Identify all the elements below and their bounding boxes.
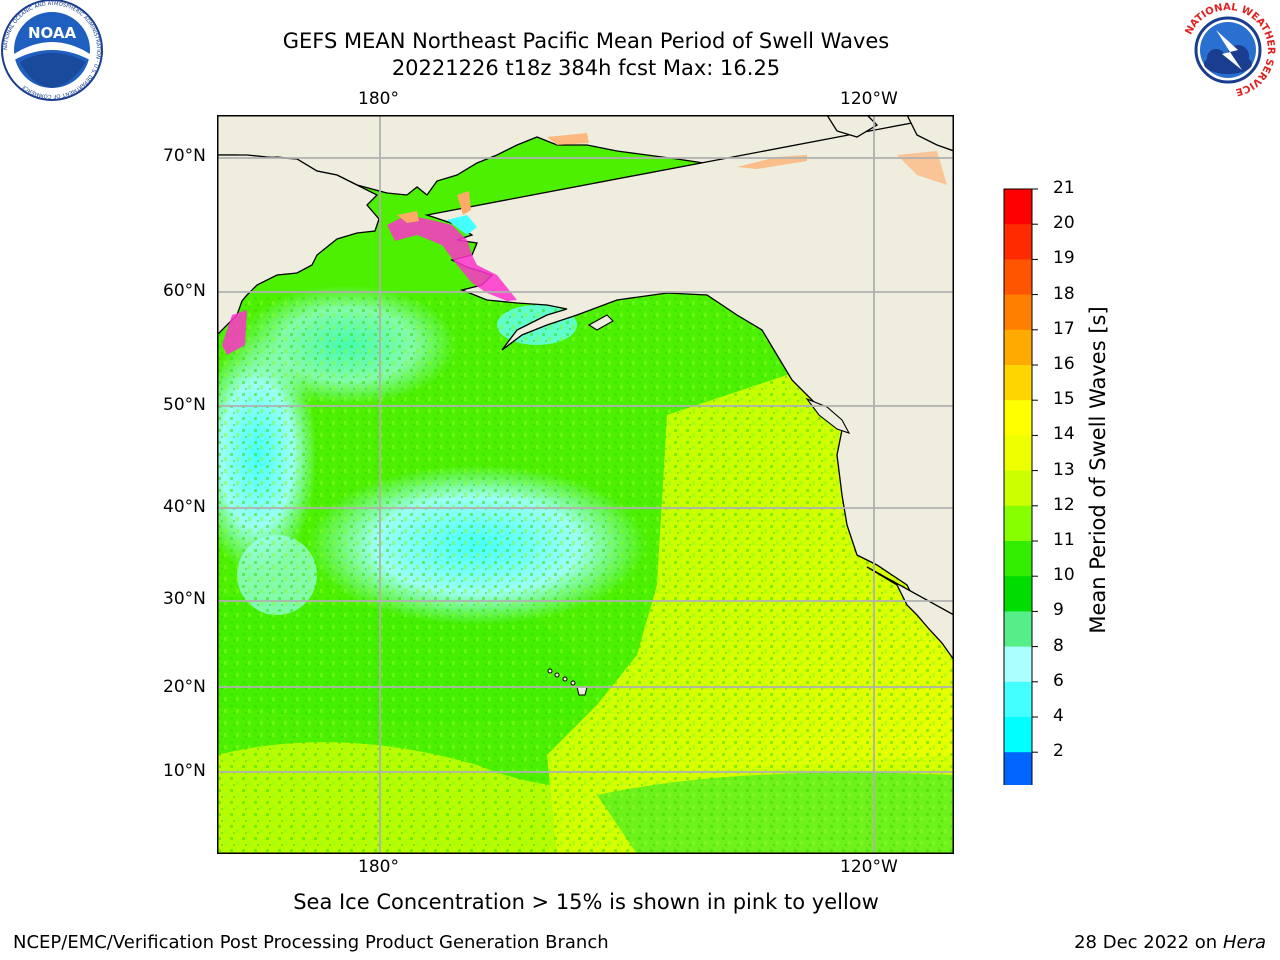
colorbar-swatch — [1004, 541, 1032, 577]
map-subtitle: 20221226 t18z 384h fcst Max: 16.25 — [391, 56, 781, 80]
map-panel — [217, 115, 954, 854]
colorbar-tick-label: 17 — [1053, 318, 1075, 339]
colorbar-swatch — [1004, 294, 1032, 331]
colorbar-tick-label: 13 — [1053, 459, 1075, 480]
lon-label-top-180: 180° — [358, 89, 399, 109]
colorbar-tick-label: 12 — [1053, 494, 1075, 515]
colorbar-tick-label: 18 — [1053, 283, 1075, 304]
colorbar-swatch — [1004, 365, 1032, 401]
colorbar-tick-label: 2 — [1053, 741, 1064, 762]
colorbar-tick-label: 14 — [1053, 424, 1075, 445]
lat-label-10n: 10°N — [163, 761, 206, 781]
colorbar-title: Mean Period of Swell Waves [s] — [1086, 306, 1110, 634]
colorbar-tick-label: 6 — [1053, 670, 1064, 691]
lon-label-top-120w: 120°W — [840, 89, 898, 109]
colorbar-swatch — [1004, 400, 1032, 436]
land-siberia — [217, 154, 380, 336]
land-mexico — [866, 566, 954, 662]
footer-date: 28 Dec 2022 on Hera — [1074, 932, 1266, 953]
colorbar-tick-label: 19 — [1053, 248, 1075, 269]
lat-label-20n: 20°N — [163, 677, 206, 697]
colorbar-swatch — [1004, 576, 1032, 612]
lat-label-60n: 60°N — [163, 281, 206, 301]
map-title: GEFS MEAN Northeast Pacific Mean Period … — [282, 29, 890, 53]
noaa-logo: NOAA NATIONAL OCEANIC AND ATMOSPHERIC AD… — [0, 0, 104, 104]
sea-ice-note: Sea Ice Concentration > 15% is shown in … — [293, 890, 879, 914]
colorbar-swatch — [1004, 505, 1032, 542]
lat-label-40n: 40°N — [163, 497, 206, 517]
colorbar-tick-label: 8 — [1053, 635, 1064, 656]
svg-text:NOAA: NOAA — [28, 24, 77, 42]
colorbar-tick-label: 21 — [1053, 178, 1075, 198]
colorbar-swatch — [1004, 681, 1032, 718]
colorbar-swatch — [1004, 611, 1032, 648]
land-kodiak-island — [587, 314, 614, 331]
map-canvas — [217, 115, 954, 854]
land-arctic-islands — [826, 115, 879, 138]
colorbar-tick-label: 15 — [1053, 389, 1075, 410]
colorbar-swatch — [1004, 717, 1032, 753]
colorbar-tick-label: 11 — [1053, 530, 1075, 550]
colorbar-tick-label: 16 — [1053, 354, 1075, 374]
colorbar-swatch — [1004, 259, 1032, 296]
hawaii-islands — [547, 668, 588, 696]
footer-machine: Hera — [1222, 932, 1266, 953]
nws-logo: NATIONAL WEATHER SERVICE — [1176, 0, 1280, 104]
colorbar-tick-label: 20 — [1053, 213, 1075, 234]
colorbar-swatch — [1004, 189, 1032, 225]
lat-label-70n: 70°N — [163, 146, 206, 166]
colorbar-swatch — [1004, 224, 1032, 260]
map-frame — [217, 115, 954, 854]
colorbar-tick-label: 10 — [1053, 565, 1075, 586]
footer-date-text: 28 Dec 2022 on — [1074, 932, 1218, 953]
lon-label-bottom-180: 180° — [358, 857, 399, 877]
colorbar — [1000, 185, 1040, 817]
lat-label-30n: 30°N — [163, 589, 206, 609]
land-vancouver-island — [805, 397, 851, 434]
colorbar-swatch — [1004, 435, 1032, 472]
colorbar-tick-label: 9 — [1053, 600, 1064, 621]
colorbar-swatch — [1004, 646, 1032, 683]
colorbar-swatch — [1004, 329, 1032, 366]
land-arctic-island-2 — [906, 115, 954, 152]
lat-label-50n: 50°N — [163, 395, 206, 415]
colorbar-swatch — [1004, 752, 1032, 788]
lon-label-bottom-120w: 120°W — [840, 857, 898, 877]
sea-ice — [222, 133, 947, 355]
colorbar-tick-label: 4 — [1053, 706, 1064, 726]
colorbar-swatches — [1003, 188, 1038, 817]
colorbar-swatch — [1004, 470, 1032, 507]
map-gridlines — [217, 115, 954, 854]
footer-credit: NCEP/EMC/Verification Post Processing Pr… — [13, 932, 609, 953]
